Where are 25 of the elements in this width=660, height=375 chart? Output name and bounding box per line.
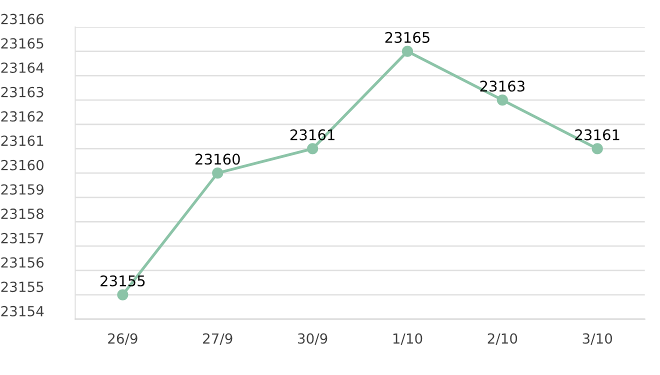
y-tick-label: 23166	[1, 14, 44, 24]
data-label: 23161	[575, 129, 620, 140]
y-tick-label: 23154	[1, 306, 44, 316]
x-tick-label: 3/10	[582, 333, 612, 345]
y-tick-label: 23161	[1, 136, 44, 146]
x-tick-label: 27/9	[203, 333, 232, 345]
y-tick-label: 23160	[1, 160, 44, 170]
y-tick-label: 23158	[1, 208, 44, 220]
y-tick-label: 23164	[1, 62, 44, 73]
data-label: 23163	[480, 80, 524, 92]
x-tick-label: 26/9	[108, 333, 138, 345]
data-label: 23165	[385, 32, 430, 43]
y-tick-label: 23155	[1, 282, 44, 292]
x-tick-label: 30/9	[298, 333, 328, 345]
y-tick-label: 23159	[1, 184, 44, 195]
y-tick-label: 23165	[1, 38, 44, 49]
y-tick-label: 23163	[1, 86, 44, 98]
x-tick-label: 2/10	[488, 333, 518, 345]
y-tick-label: 23156	[1, 257, 44, 268]
data-label: 23160	[196, 154, 240, 165]
y-tick-label: 23157	[1, 232, 44, 244]
data-label: 23161	[290, 129, 334, 140]
data-label: 23155	[100, 275, 145, 286]
y-tick-label: 23162	[1, 111, 44, 122]
x-tick-label: 1/10	[393, 333, 422, 345]
